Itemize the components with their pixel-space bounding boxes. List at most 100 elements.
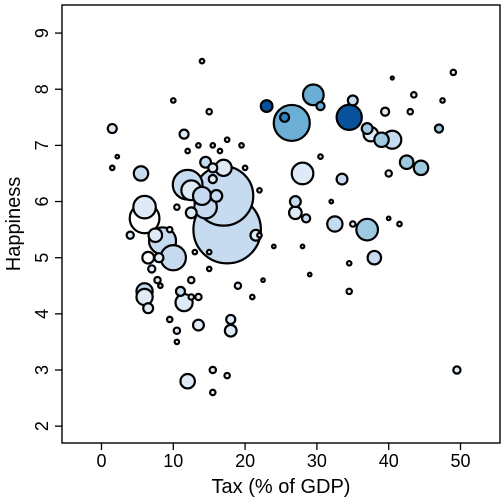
data-point bbox=[195, 142, 202, 149]
data-point bbox=[205, 248, 213, 256]
data-point bbox=[141, 250, 156, 265]
data-point bbox=[241, 164, 249, 172]
data-point bbox=[153, 252, 165, 264]
y-tick-label: 3 bbox=[32, 365, 52, 375]
data-point bbox=[223, 136, 231, 144]
data-point bbox=[207, 162, 219, 174]
data-point bbox=[328, 198, 335, 205]
data-point bbox=[248, 293, 256, 301]
data-point bbox=[132, 194, 157, 220]
data-point bbox=[238, 142, 245, 149]
data-point bbox=[172, 326, 182, 335]
data-point bbox=[207, 173, 218, 185]
data-point bbox=[379, 106, 391, 117]
data-point bbox=[260, 277, 266, 284]
data-point bbox=[147, 264, 157, 274]
data-point bbox=[106, 122, 118, 135]
data-point bbox=[306, 271, 313, 278]
data-point bbox=[108, 164, 116, 172]
data-point bbox=[373, 131, 390, 149]
data-point bbox=[290, 161, 315, 186]
y-tick-label: 2 bbox=[32, 421, 52, 431]
data-point bbox=[396, 220, 403, 228]
y-tick-label: 8 bbox=[32, 84, 52, 94]
data-point bbox=[452, 365, 462, 375]
data-point bbox=[216, 147, 224, 155]
data-point bbox=[153, 275, 162, 285]
data-point bbox=[208, 365, 218, 375]
data-point bbox=[299, 243, 306, 250]
y-tick-label: 6 bbox=[32, 197, 52, 207]
data-point bbox=[256, 186, 263, 194]
data-point bbox=[165, 315, 174, 324]
data-point bbox=[233, 281, 243, 291]
data-point bbox=[412, 159, 430, 177]
data-point bbox=[385, 215, 392, 222]
data-point bbox=[205, 107, 213, 116]
data-point bbox=[194, 292, 203, 302]
data-point bbox=[186, 275, 196, 285]
data-point bbox=[147, 227, 164, 244]
data-point bbox=[259, 99, 274, 114]
x-tick-label: 20 bbox=[235, 451, 255, 471]
data-point bbox=[398, 154, 415, 171]
y-tick-label: 4 bbox=[32, 309, 52, 319]
data-point bbox=[223, 371, 231, 380]
data-point bbox=[225, 313, 237, 326]
data-point bbox=[345, 259, 353, 267]
data-point bbox=[169, 97, 177, 104]
data-point bbox=[326, 215, 344, 233]
x-tick-label: 0 bbox=[96, 451, 106, 471]
data-point bbox=[179, 372, 196, 390]
data-point bbox=[125, 230, 135, 240]
x-tick-label: 30 bbox=[307, 451, 327, 471]
data-point bbox=[315, 100, 326, 112]
x-axis-title: Tax (% of GDP) bbox=[212, 476, 351, 498]
y-axis: 2 3 4 5 6 7 8 9 bbox=[32, 28, 62, 431]
data-point bbox=[317, 153, 324, 160]
data-point bbox=[187, 293, 196, 301]
data-point bbox=[360, 122, 374, 136]
data-point bbox=[335, 172, 349, 186]
data-point bbox=[355, 217, 380, 242]
data-point bbox=[349, 220, 357, 228]
data-point bbox=[173, 203, 181, 211]
x-tick-label: 50 bbox=[450, 451, 470, 471]
data-point bbox=[433, 123, 445, 134]
data-point bbox=[366, 249, 383, 266]
data-point bbox=[165, 225, 174, 234]
data-point bbox=[346, 94, 359, 107]
data-point bbox=[184, 147, 192, 155]
data-point bbox=[191, 248, 199, 256]
data-point bbox=[335, 103, 363, 132]
data-point bbox=[270, 243, 277, 250]
data-point bbox=[301, 83, 325, 107]
x-tick-label: 40 bbox=[379, 451, 399, 471]
data-point bbox=[389, 75, 395, 81]
data-point bbox=[205, 265, 213, 273]
data-point bbox=[209, 142, 217, 149]
data-point bbox=[300, 213, 312, 224]
x-tick-label: 10 bbox=[163, 451, 183, 471]
data-point bbox=[114, 153, 121, 160]
y-tick-label: 9 bbox=[32, 28, 52, 38]
data-point bbox=[278, 111, 291, 123]
y-tick-label: 5 bbox=[32, 253, 52, 263]
data-point bbox=[449, 68, 458, 77]
y-tick-label: 7 bbox=[32, 140, 52, 150]
data-point bbox=[132, 165, 150, 182]
data-point bbox=[287, 205, 303, 221]
data-point bbox=[345, 287, 354, 296]
x-axis: 0 10 20 30 40 50 bbox=[96, 443, 471, 471]
data-point bbox=[256, 231, 263, 239]
data-point bbox=[142, 302, 155, 315]
data-point bbox=[209, 188, 224, 203]
data-point bbox=[223, 323, 238, 338]
data-point bbox=[174, 285, 187, 297]
data-point bbox=[198, 57, 206, 65]
data-point bbox=[384, 169, 393, 178]
data-point bbox=[178, 128, 190, 140]
data-point bbox=[173, 338, 181, 346]
plot-frame bbox=[61, 4, 501, 444]
